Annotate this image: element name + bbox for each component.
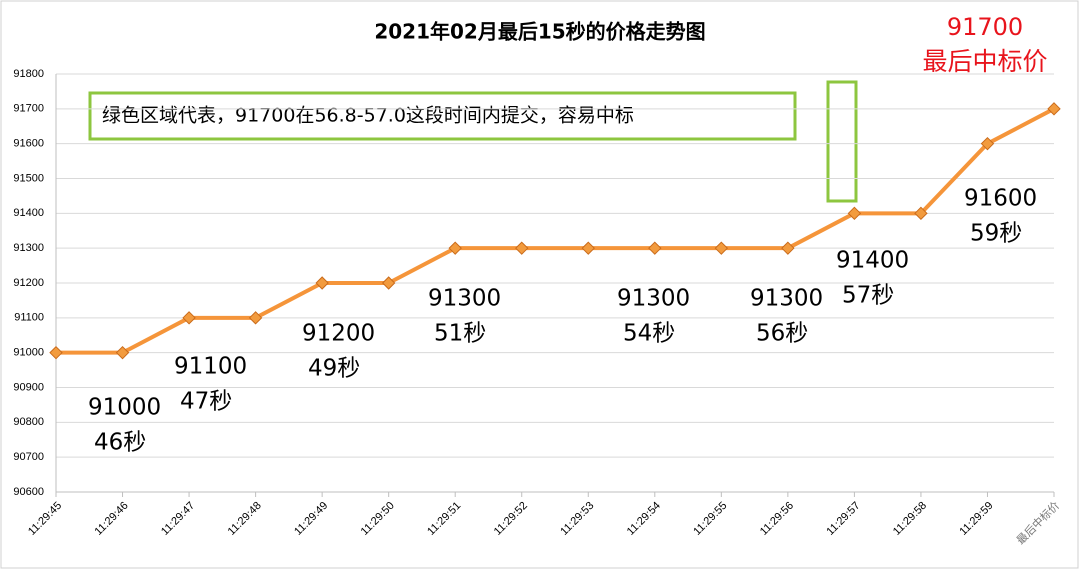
marker <box>847 206 862 221</box>
annotation: 91600 <box>964 186 1037 212</box>
annotation: 91400 <box>836 248 909 274</box>
y-tick-label: 90700 <box>13 451 44 463</box>
marker <box>581 241 595 255</box>
marker <box>49 345 63 360</box>
y-tick-label: 91400 <box>13 207 44 219</box>
y-tick-label: 91300 <box>13 242 44 254</box>
annotation: 91300 <box>428 286 501 312</box>
annotation: 91200 <box>302 321 375 347</box>
annotation: 47秒 <box>180 389 232 415</box>
marker <box>648 241 662 255</box>
chart-title: 2021年02月最后15秒的价格走势图 <box>374 20 705 44</box>
y-tick-label: 91700 <box>13 103 44 115</box>
annotation: 46秒 <box>94 430 146 456</box>
y-tick-label: 91500 <box>13 172 44 184</box>
marker <box>315 276 329 290</box>
y-tick-label: 90900 <box>13 381 44 393</box>
marker <box>714 241 729 255</box>
annotation: 54秒 <box>623 321 675 347</box>
marker <box>115 345 130 360</box>
annotation: 91300 <box>617 286 690 312</box>
marker <box>448 241 462 255</box>
annotation: 59秒 <box>970 221 1022 247</box>
annotation: 91300 <box>750 286 823 312</box>
annotation: 51秒 <box>434 321 486 347</box>
y-tick-label: 90800 <box>13 416 44 428</box>
y-tick-label: 91100 <box>14 312 44 324</box>
marker <box>781 241 795 255</box>
marker <box>914 206 928 221</box>
final-price-label: 最后中标价 <box>922 47 1047 76</box>
marker <box>381 276 396 290</box>
annotation: 91000 <box>88 395 161 421</box>
y-tick-label: 91600 <box>13 138 44 150</box>
marker <box>1047 102 1061 116</box>
green-zone <box>826 80 858 203</box>
marker <box>248 311 263 325</box>
annotation: 91100 <box>174 354 247 380</box>
marker <box>182 311 196 325</box>
y-tick-label: 90600 <box>13 486 44 498</box>
y-tick-label: 91800 <box>13 68 44 80</box>
note: 绿色区域代表，91700在56.8-57.0这段时间内提交，容易中标 <box>102 105 634 127</box>
final-price: 91700 <box>947 13 1023 41</box>
note-box <box>88 91 797 141</box>
line <box>56 107 1055 355</box>
annotation: 57秒 <box>842 283 894 309</box>
marker <box>515 241 529 255</box>
annotation: 49秒 <box>308 356 360 382</box>
y-tick-label: 91000 <box>13 347 44 359</box>
y-tick-label: 91200 <box>13 277 44 289</box>
annotation: 56秒 <box>756 321 808 347</box>
marker <box>980 136 995 151</box>
